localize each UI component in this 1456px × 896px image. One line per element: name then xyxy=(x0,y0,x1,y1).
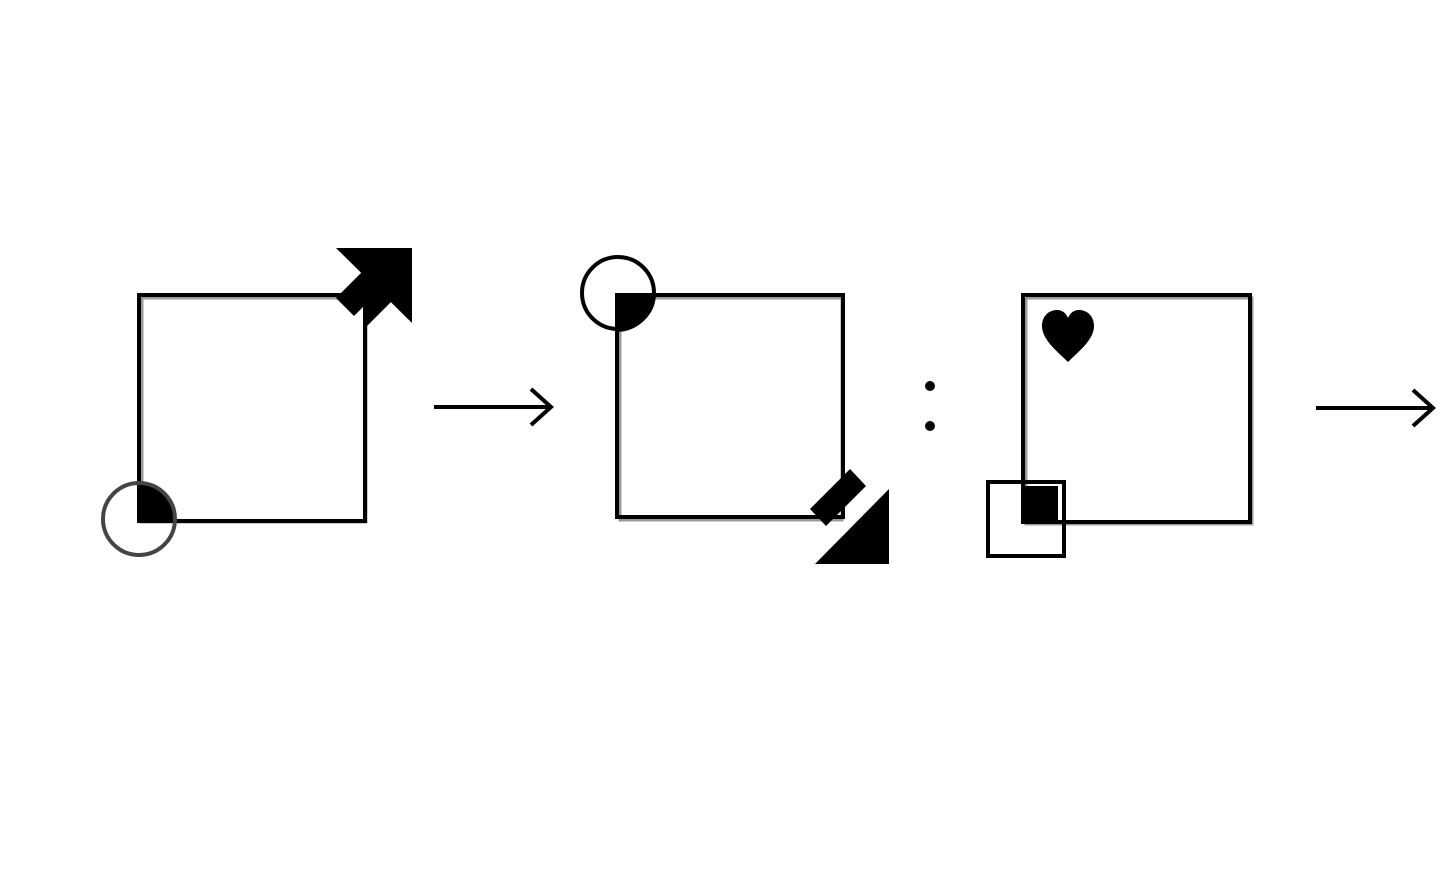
panel-2-frame xyxy=(615,293,845,519)
panel-2 xyxy=(580,255,889,564)
right-arrow-icon xyxy=(1316,388,1436,428)
panel-2-corner-circle-icon xyxy=(580,255,656,331)
panel-1 xyxy=(101,248,412,557)
panel-3-corner-square-icon xyxy=(986,480,1066,558)
arrow-up-right-icon xyxy=(336,248,412,328)
panel-3-frame xyxy=(1021,293,1252,524)
colon-separator-icon xyxy=(925,381,935,431)
panel-3-corner-filled-square xyxy=(1024,486,1058,522)
right-arrow-icon xyxy=(434,387,554,427)
panel-3 xyxy=(986,293,1254,558)
panel-1-frame-shadow xyxy=(140,296,368,524)
panel-2-corner-quarter-fill xyxy=(617,295,654,332)
arrow-down-right-icon xyxy=(810,469,889,564)
panel-1-frame xyxy=(137,293,367,523)
panel-1-corner-quarter-fill xyxy=(139,484,176,521)
heart-icon xyxy=(1042,310,1094,362)
panel-1-corner-circle-icon xyxy=(101,481,177,557)
panel-2-frame-shadow xyxy=(618,296,844,522)
